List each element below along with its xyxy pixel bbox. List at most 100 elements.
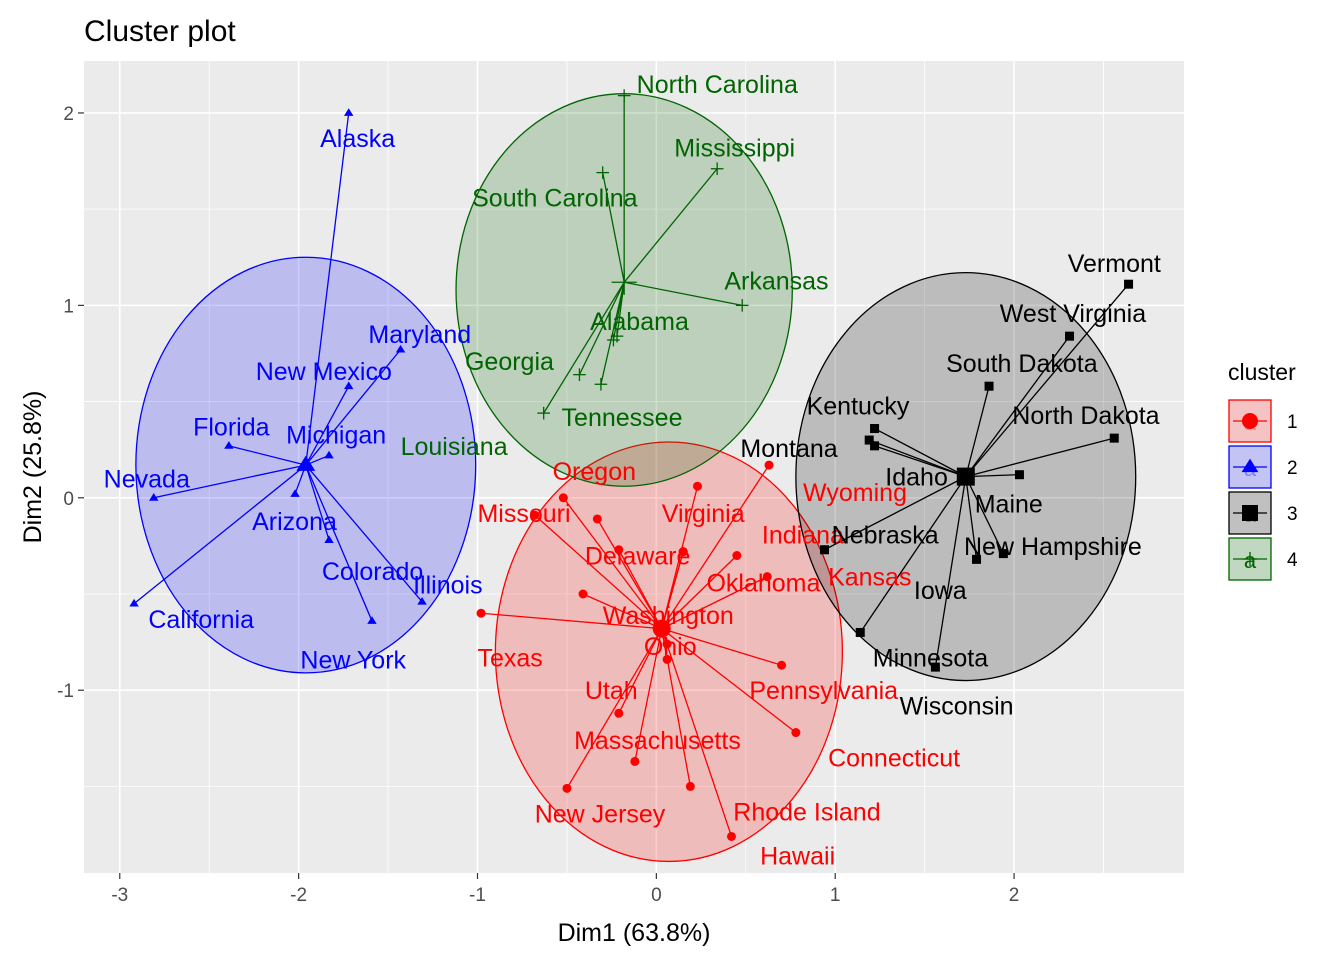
point-label: Florida [193,414,270,442]
cluster-spoke [965,476,978,560]
cluster-spoke [661,555,738,630]
point-label: Iowa [914,577,967,605]
legend-key-glyph: a [1244,456,1257,481]
cluster-spoke [305,385,350,466]
legend-label: 4 [1287,550,1298,571]
cluster-spoke [859,476,967,633]
cluster-1-labels: Oregon Missouri Virginia Wyoming Indiana Dela… [477,458,960,871]
cluster-1-center [652,619,671,638]
cluster-spoke [624,281,743,307]
data-point [777,660,787,670]
data-point [762,572,772,582]
cluster-spoke [228,445,306,466]
cluster-spoke [618,628,663,714]
cluster-3 [819,279,1134,672]
cluster-spoke [634,628,663,762]
data-point [324,450,334,459]
point-label: Texas [477,644,542,672]
point-label: Maine [975,491,1043,519]
point-label: Minnesota [873,644,988,672]
data-point [530,510,540,520]
point-label: North Dakota [1012,402,1159,430]
data-point [596,166,609,179]
point-label: Kentucky [807,392,910,420]
data-point [594,377,608,391]
x-axis-title: Dim1 (63.8%) [558,919,711,947]
point-label: Georgia [465,348,554,376]
data-point [558,493,568,503]
data-point [685,781,695,791]
cluster-2-labels: Alaska Maryland New Mexico Florida Michigan N… [104,125,483,674]
data-point [149,493,159,501]
cluster-spoke [543,281,625,414]
data-point [573,368,586,381]
y-tick-label: 2 [63,104,74,125]
point-label: Alaska [320,125,395,153]
data-point [726,831,736,841]
x-tick-label: 0 [651,885,662,906]
data-point [870,441,880,451]
cluster-spoke [153,464,306,499]
cluster-spoke [305,464,330,541]
data-point [578,589,588,599]
legend-label: 1 [1287,412,1298,433]
y-axis-title: Dim2 (25.8%) [19,391,47,544]
point-label: Montana [740,435,837,463]
point-label: Oklahoma [706,569,820,597]
cluster-spoke [534,514,663,630]
point-label: Wisconsin [900,693,1014,721]
point-label: Alabama [590,308,689,336]
cluster-spoke [661,628,797,734]
data-point [870,424,880,434]
data-point [607,333,620,347]
point-label: Oregon [553,458,636,486]
data-point [395,344,406,353]
cluster-spoke [305,464,423,603]
y-tick-label: 1 [63,296,74,317]
cluster-spoke [874,445,966,478]
cluster-spoke [661,628,782,666]
point-label: Idaho [885,464,948,492]
data-point [343,381,354,390]
data-point [562,783,572,793]
x-tick-label: 1 [830,885,841,906]
point-label: Tennessee [562,404,683,432]
data-point [1109,433,1119,443]
cluster-spoke [934,476,967,668]
cluster-spoke [965,437,1115,478]
legend-label: 2 [1287,458,1298,479]
cluster-4 [537,89,749,420]
legend-title: cluster [1228,359,1296,385]
point-label: West Virginia [1000,300,1146,328]
legend-symbol [1242,505,1258,521]
cluster-spoke [133,464,307,605]
data-point [764,460,774,470]
data-point [476,608,486,618]
data-point [367,616,377,624]
x-tick-label: -1 [469,885,486,906]
point-label: California [148,606,254,634]
data-point [224,441,234,449]
cluster-spoke [661,464,770,629]
cluster-2-center [296,455,316,471]
cluster-3-labels: Vermont West Virginia South Dakota North Da… [740,250,1160,721]
cluster-spoke [305,349,402,466]
data-point [735,299,749,312]
point-label: Wyoming [803,479,907,507]
data-point [998,549,1008,559]
point-label: New York [300,646,406,674]
data-point [1065,331,1075,341]
data-point [614,708,624,718]
legend-symbol [1242,413,1258,429]
data-point [537,406,550,420]
point-label: Arkansas [724,267,828,295]
point-label: Virginia [662,500,745,528]
data-point [290,489,300,497]
point-label: Utah [585,677,638,705]
data-point [1124,279,1134,289]
point-label: New Hampshire [964,533,1142,561]
point-label: South Dakota [946,350,1098,378]
